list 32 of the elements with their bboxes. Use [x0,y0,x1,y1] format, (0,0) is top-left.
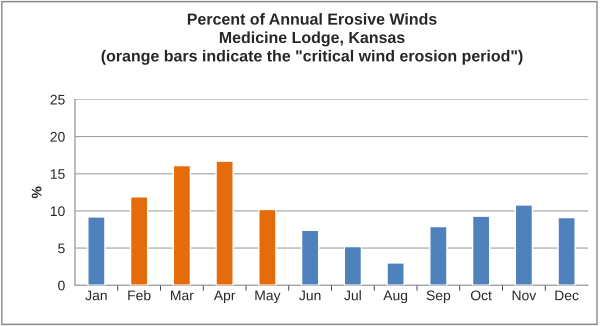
y-tick-label: 25 [50,94,65,105]
y-tick-label: 0 [58,280,65,290]
bar [514,204,534,286]
y-axis-title: % [32,186,42,198]
bar [557,216,576,286]
bar [87,216,106,286]
bar [386,262,405,286]
x-tick-label: Dec [555,290,579,300]
bar [344,246,362,286]
chart-title: Percent of Annual Erosive Winds Medicine Lodge, Kansas (orange bars indicate the "critical wind erosion period") [102,13,522,65]
bar [258,208,277,286]
x-tick-label: Jun [299,290,320,300]
x-tick-label: Oct [470,290,492,300]
y-tick-label: 15 [50,169,65,179]
bar [215,160,234,286]
y-tick-label: 5 [58,244,65,254]
x-tick-label: Sep [426,290,450,304]
x-tick-label: Feb [128,290,151,300]
x-tick-label: Jan [85,290,107,300]
bar [472,215,490,286]
x-tick-label: Aug [383,290,408,304]
bar [130,196,148,286]
x-tick-label: Apr [214,290,236,304]
x-tick-label: May [255,290,280,304]
x-tick-label: Nov [512,290,536,300]
y-tick-label: 10 [50,206,65,216]
x-tick-label: Mar [171,290,194,300]
bar [300,230,320,286]
x-tick-label: Jul [344,290,361,300]
y-tick-label: 20 [50,132,65,142]
bar [429,226,448,286]
bar [172,164,192,286]
